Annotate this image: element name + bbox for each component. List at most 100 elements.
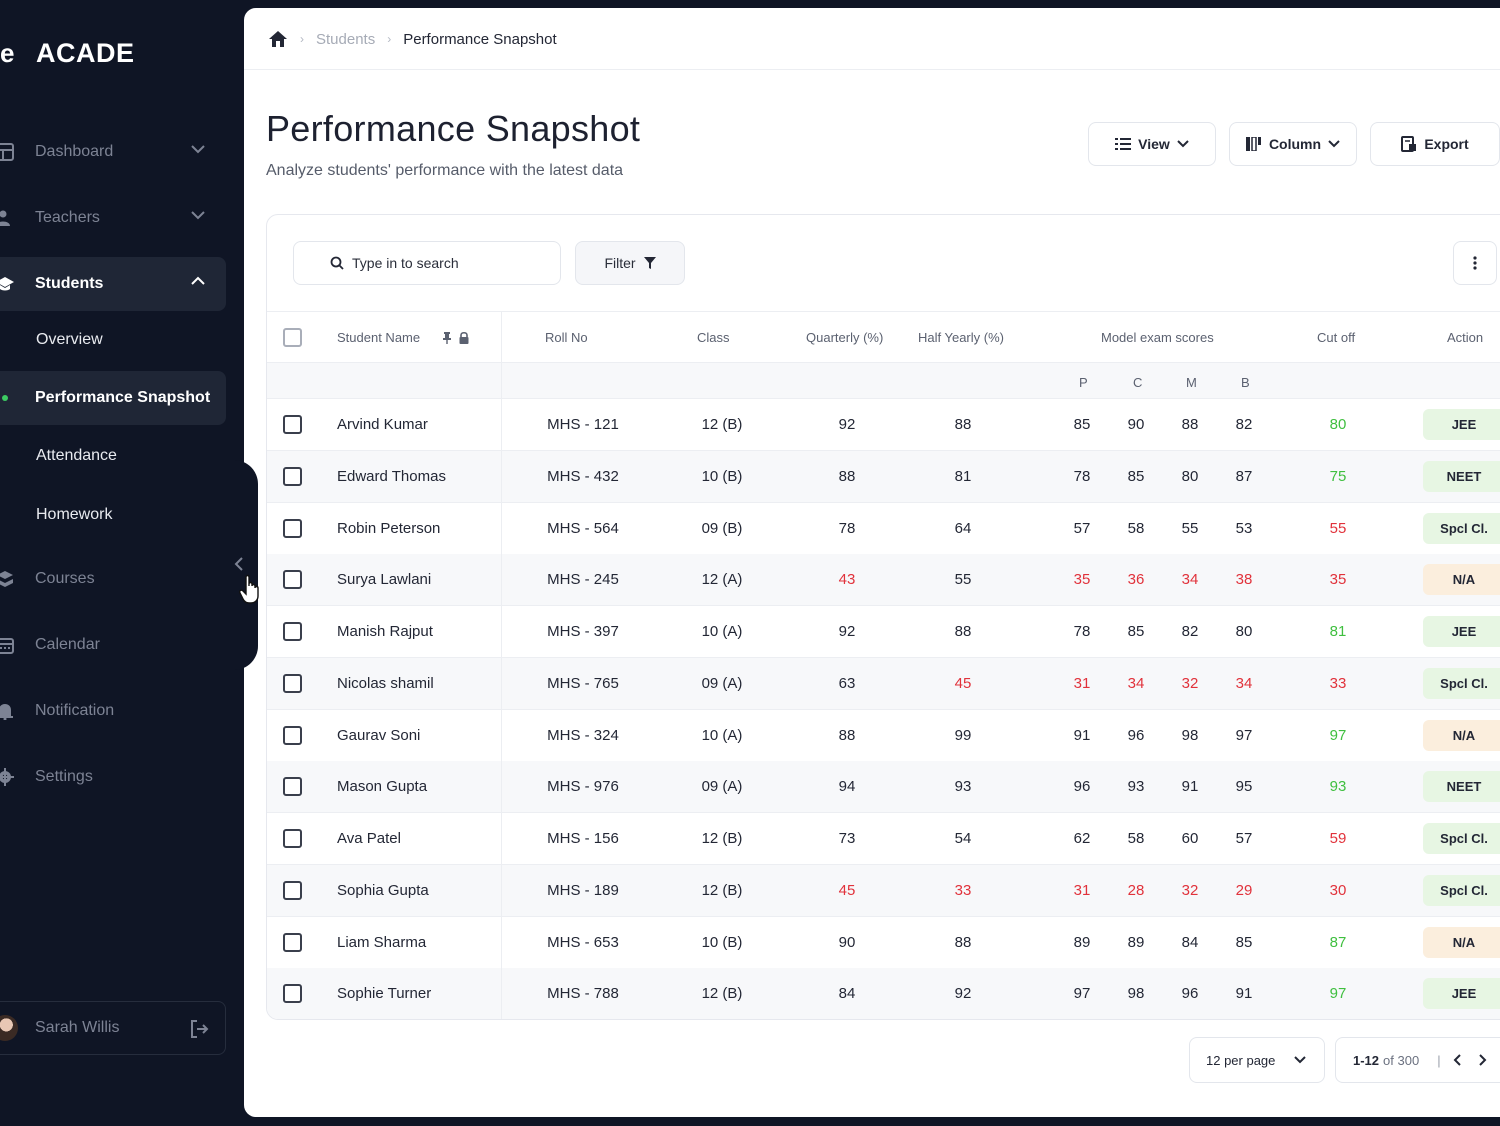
- cell-class: 10 (A): [701, 623, 743, 640]
- cell-m: 80: [1181, 467, 1199, 485]
- cell-b: 80: [1235, 623, 1253, 640]
- per-page-label: 12 per page: [1206, 1052, 1276, 1068]
- table-row[interactable]: Nicolas shamil MHS - 765 09 (A) 63 45 31 34 32 3…: [267, 657, 1500, 710]
- table-row[interactable]: Sophie Turner MHS - 788 12 (B) 84 92 97 98 96 91…: [267, 968, 1500, 1019]
- table-row[interactable]: Robin Peterson MHS - 564 09 (B) 78 64 57 58 55 5…: [267, 503, 1500, 555]
- brand-logo[interactable]: e ACADE: [0, 36, 135, 70]
- table-row[interactable]: Arvind Kumar MHS - 121 12 (B) 92 88 85 90 88 82 8…: [267, 399, 1500, 451]
- table-row[interactable]: Manish Rajput MHS - 397 10 (A) 92 88 78 85 82 80…: [267, 606, 1500, 658]
- sidebar-item-calendar[interactable]: Calendar: [0, 618, 226, 672]
- cell-c: 85: [1127, 467, 1145, 485]
- row-checkbox[interactable]: [283, 622, 302, 641]
- action-label: JEE: [1451, 986, 1477, 1002]
- cell-q: 90: [838, 933, 856, 951]
- chevron-left-icon[interactable]: [1453, 1054, 1463, 1066]
- sidebar-subitem-performance-snapshot[interactable]: Performance Snapshot: [0, 371, 226, 425]
- sidebar-item-dashboard[interactable]: Dashboard: [0, 125, 226, 179]
- cell-c: 85: [1127, 623, 1145, 640]
- student-name: Manish Rajput: [337, 623, 433, 640]
- more-options-button[interactable]: [1453, 241, 1497, 285]
- sidebar-item-students[interactable]: Students: [0, 257, 226, 311]
- chevron-right-icon[interactable]: [1477, 1054, 1487, 1066]
- action-select[interactable]: Spcl Cl.: [1423, 512, 1500, 544]
- action-select[interactable]: JEE: [1423, 616, 1500, 647]
- student-name: Sophie Turner: [337, 985, 432, 1003]
- row-checkbox[interactable]: [283, 984, 302, 1004]
- action-select[interactable]: Spcl Cl.: [1423, 823, 1500, 854]
- cell-b: 91: [1235, 985, 1253, 1003]
- sidebar-item-teachers[interactable]: Teachers: [0, 191, 226, 245]
- row-checkbox[interactable]: [283, 829, 302, 848]
- search-input[interactable]: Type in to search: [293, 241, 561, 285]
- sidebar-item-notification[interactable]: Notification: [0, 684, 226, 738]
- table-row[interactable]: Mason Gupta MHS - 976 09 (A) 94 93 96 93 91 95 93…: [267, 761, 1500, 814]
- action-label: Spcl Cl.: [1440, 675, 1488, 691]
- export-button[interactable]: Export: [1370, 122, 1500, 166]
- filter-button[interactable]: Filter: [575, 241, 685, 285]
- top-bar: › Students › Performance Snapshot: [244, 8, 1500, 70]
- table-row[interactable]: Edward Thomas MHS - 432 10 (B) 88 81 78 85 80 87…: [267, 450, 1500, 503]
- cell-h: 99: [954, 726, 972, 744]
- cell-c: 58: [1127, 519, 1145, 537]
- row-checkbox[interactable]: [283, 880, 302, 900]
- cell-m: 55: [1181, 519, 1199, 537]
- cell-cutoff: 75: [1329, 467, 1347, 485]
- chevron-down-icon: [1294, 1056, 1306, 1064]
- cell-b: 95: [1235, 778, 1253, 796]
- column-button[interactable]: Column: [1229, 122, 1357, 166]
- row-checkbox[interactable]: [283, 518, 302, 538]
- pin-icon[interactable]: [443, 332, 451, 344]
- action-select[interactable]: N/A: [1423, 926, 1500, 958]
- cell-b: 34: [1235, 674, 1253, 692]
- search-icon: [330, 256, 344, 270]
- sidebar-item-courses[interactable]: Courses: [0, 552, 226, 606]
- home-icon[interactable]: [268, 30, 288, 48]
- table-row[interactable]: Sophia Gupta MHS - 189 12 (B) 45 33 31 28 32 29 3…: [267, 864, 1500, 917]
- row-checkbox[interactable]: [283, 725, 302, 745]
- user-profile[interactable]: Sarah Willis: [0, 1001, 226, 1055]
- page-title: Performance Snapshot: [266, 108, 641, 149]
- table-row[interactable]: Liam Sharma MHS - 653 10 (B) 90 88 89 89 84 85 87…: [267, 917, 1500, 969]
- header-model-exam[interactable]: Model exam scores: [1101, 330, 1214, 345]
- search-placeholder: Type in to search: [352, 255, 459, 271]
- cell-p: 85: [1073, 416, 1091, 433]
- header-quarterly[interactable]: Quarterly (%): [806, 330, 884, 345]
- per-page-select[interactable]: 12 per page: [1189, 1037, 1325, 1083]
- select-all-checkbox[interactable]: [283, 328, 302, 347]
- table-row[interactable]: Gaurav Soni MHS - 324 10 (A) 88 99 91 96 98 97 97…: [267, 710, 1500, 762]
- row-checkbox[interactable]: [283, 673, 302, 693]
- row-checkbox[interactable]: [283, 932, 302, 952]
- header-class[interactable]: Class: [697, 330, 730, 345]
- header-cut-off[interactable]: Cut off: [1317, 330, 1356, 345]
- action-select[interactable]: NEET: [1423, 771, 1500, 803]
- action-select[interactable]: JEE: [1423, 978, 1500, 1010]
- action-select[interactable]: Spcl Cl.: [1423, 874, 1500, 906]
- logout-icon[interactable]: [189, 1019, 209, 1039]
- chevron-left-icon[interactable]: [234, 556, 244, 572]
- sidebar-item-label: Courses: [35, 570, 95, 587]
- sidebar-subitem-attendance[interactable]: Attendance: [0, 429, 226, 483]
- view-button[interactable]: View: [1088, 122, 1216, 166]
- sidebar-subitem-overview[interactable]: Overview: [0, 313, 226, 367]
- action-select[interactable]: NEET: [1423, 460, 1500, 492]
- table-row[interactable]: Ava Patel MHS - 156 12 (B) 73 54 62 58 60 57 59 Sp…: [267, 813, 1500, 865]
- action-select[interactable]: N/A: [1423, 719, 1500, 751]
- student-name: Ava Patel: [337, 830, 401, 847]
- header-roll-no[interactable]: Roll No: [545, 330, 588, 345]
- header-student-name[interactable]: Student Name: [337, 330, 421, 345]
- action-select[interactable]: N/A: [1423, 564, 1500, 596]
- row-checkbox[interactable]: [283, 415, 302, 434]
- row-checkbox[interactable]: [283, 466, 302, 486]
- sidebar-subitem-homework[interactable]: Homework: [0, 488, 226, 542]
- table-row[interactable]: Surya Lawlani MHS - 245 12 (A) 43 55 35 36 34 38…: [267, 554, 1500, 607]
- student-name: Nicolas shamil: [337, 674, 434, 692]
- action-select[interactable]: Spcl Cl.: [1423, 667, 1500, 699]
- action-select[interactable]: JEE: [1423, 409, 1500, 440]
- subheader-chemistry: C: [1133, 375, 1143, 390]
- row-checkbox[interactable]: [283, 777, 302, 797]
- sidebar-item-settings[interactable]: Settings: [0, 750, 226, 804]
- header-half-yearly[interactable]: Half Yearly (%): [918, 330, 1004, 345]
- row-checkbox[interactable]: [283, 570, 302, 590]
- chevron-down-icon: [191, 145, 205, 154]
- breadcrumb-students[interactable]: Students: [316, 30, 376, 48]
